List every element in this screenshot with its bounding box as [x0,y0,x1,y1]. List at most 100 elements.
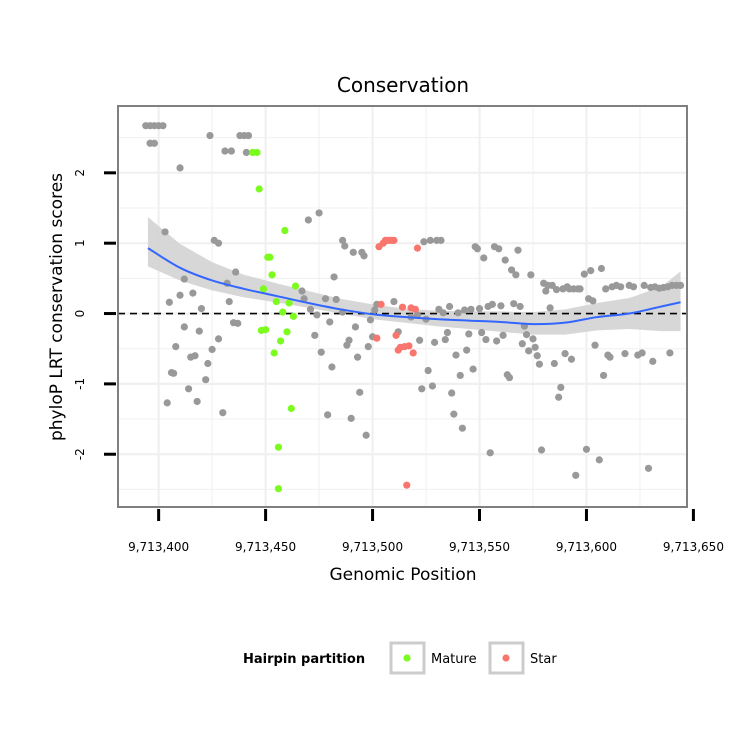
point-other [617,283,625,291]
point-other [480,254,488,262]
point-other [242,148,250,157]
point-other [332,295,340,304]
point-other [191,352,199,360]
point-other [510,300,518,308]
point-other [424,366,432,375]
point-other [330,273,338,281]
chart-title: Conservation [337,73,469,97]
point-other [452,351,460,359]
y-tick-label: 1 [73,239,87,247]
point-other [165,298,173,306]
point-other [482,335,490,344]
point-other [478,328,486,337]
point-other [460,306,469,314]
legend-dot-mature [403,654,411,662]
point-other [493,337,501,345]
point-other [345,336,353,344]
point-other [512,271,520,279]
point-other [644,464,653,472]
point-other [542,287,550,295]
point-other [535,360,544,368]
y-axis: 2 1 0 -1 -2 [73,169,116,460]
point-other [463,346,471,354]
x-axis: 9,713,400 9,713,450 9,713,500 9,713,550 9,71… [128,509,724,554]
legend-label-star: Star [530,652,557,667]
point-other [602,285,610,293]
point-other [567,355,576,363]
x-tick-label: 9,713,450 [235,540,296,554]
point-other [227,147,235,155]
point-other [606,353,614,361]
point-other [234,319,242,327]
point-other [533,352,541,360]
point-mature [261,326,270,334]
point-mature [270,349,278,357]
point-star [392,331,400,339]
point-other [304,216,312,224]
point-other [356,388,364,396]
point-other [193,397,201,406]
point-other [225,297,233,306]
point-other [180,275,188,283]
x-tick-label: 9,713,650 [663,540,724,554]
point-other [360,252,368,260]
point-other [170,369,178,377]
point-other [527,271,535,279]
point-other [443,328,452,337]
data-points [142,122,685,493]
y-tick-label: 0 [73,310,87,318]
point-other [525,347,533,355]
point-other [311,331,319,339]
point-other [328,363,336,371]
point-other [531,343,539,351]
legend-title: Hairpin partition [243,652,365,667]
point-other [416,336,424,344]
point-other [208,345,216,354]
point-mature [274,485,283,493]
point-other [195,327,203,335]
point-mature [253,148,261,157]
point-other [362,431,370,439]
point-other [589,297,597,305]
point-other [206,131,214,140]
point-other [629,283,638,291]
point-other [315,209,323,217]
point-other [597,264,606,273]
point-mature [266,253,274,261]
point-other [176,291,184,299]
point-other [430,338,439,346]
point-other [159,122,167,130]
point-other [232,268,240,276]
point-other [298,287,306,295]
point-other [516,302,524,311]
point-other [454,309,462,317]
point-other [552,286,561,294]
x-tick-label: 9,713,500 [342,540,403,554]
point-other [324,411,332,419]
point-other [214,335,223,343]
x-axis-title: Genomic Position [329,565,476,585]
point-other [437,236,445,244]
legend: Hairpin partition Mature Star [243,641,557,675]
point-other [465,330,473,338]
point-star [377,300,385,308]
point-other [441,335,449,344]
point-other [180,323,188,331]
point-other [219,409,227,417]
point-other [561,350,569,358]
point-mature [274,443,283,451]
point-star [405,342,413,350]
point-other [582,445,591,453]
point-other [189,289,197,297]
point-star [411,305,419,313]
y-axis-title: phyloP LRT conservation scores [47,173,67,441]
point-other [576,285,584,293]
point-other [546,304,554,312]
point-other [351,323,360,331]
point-other [445,302,454,311]
point-other [306,305,315,313]
point-mature [272,297,280,306]
point-star [409,349,417,357]
point-mature [285,299,293,307]
